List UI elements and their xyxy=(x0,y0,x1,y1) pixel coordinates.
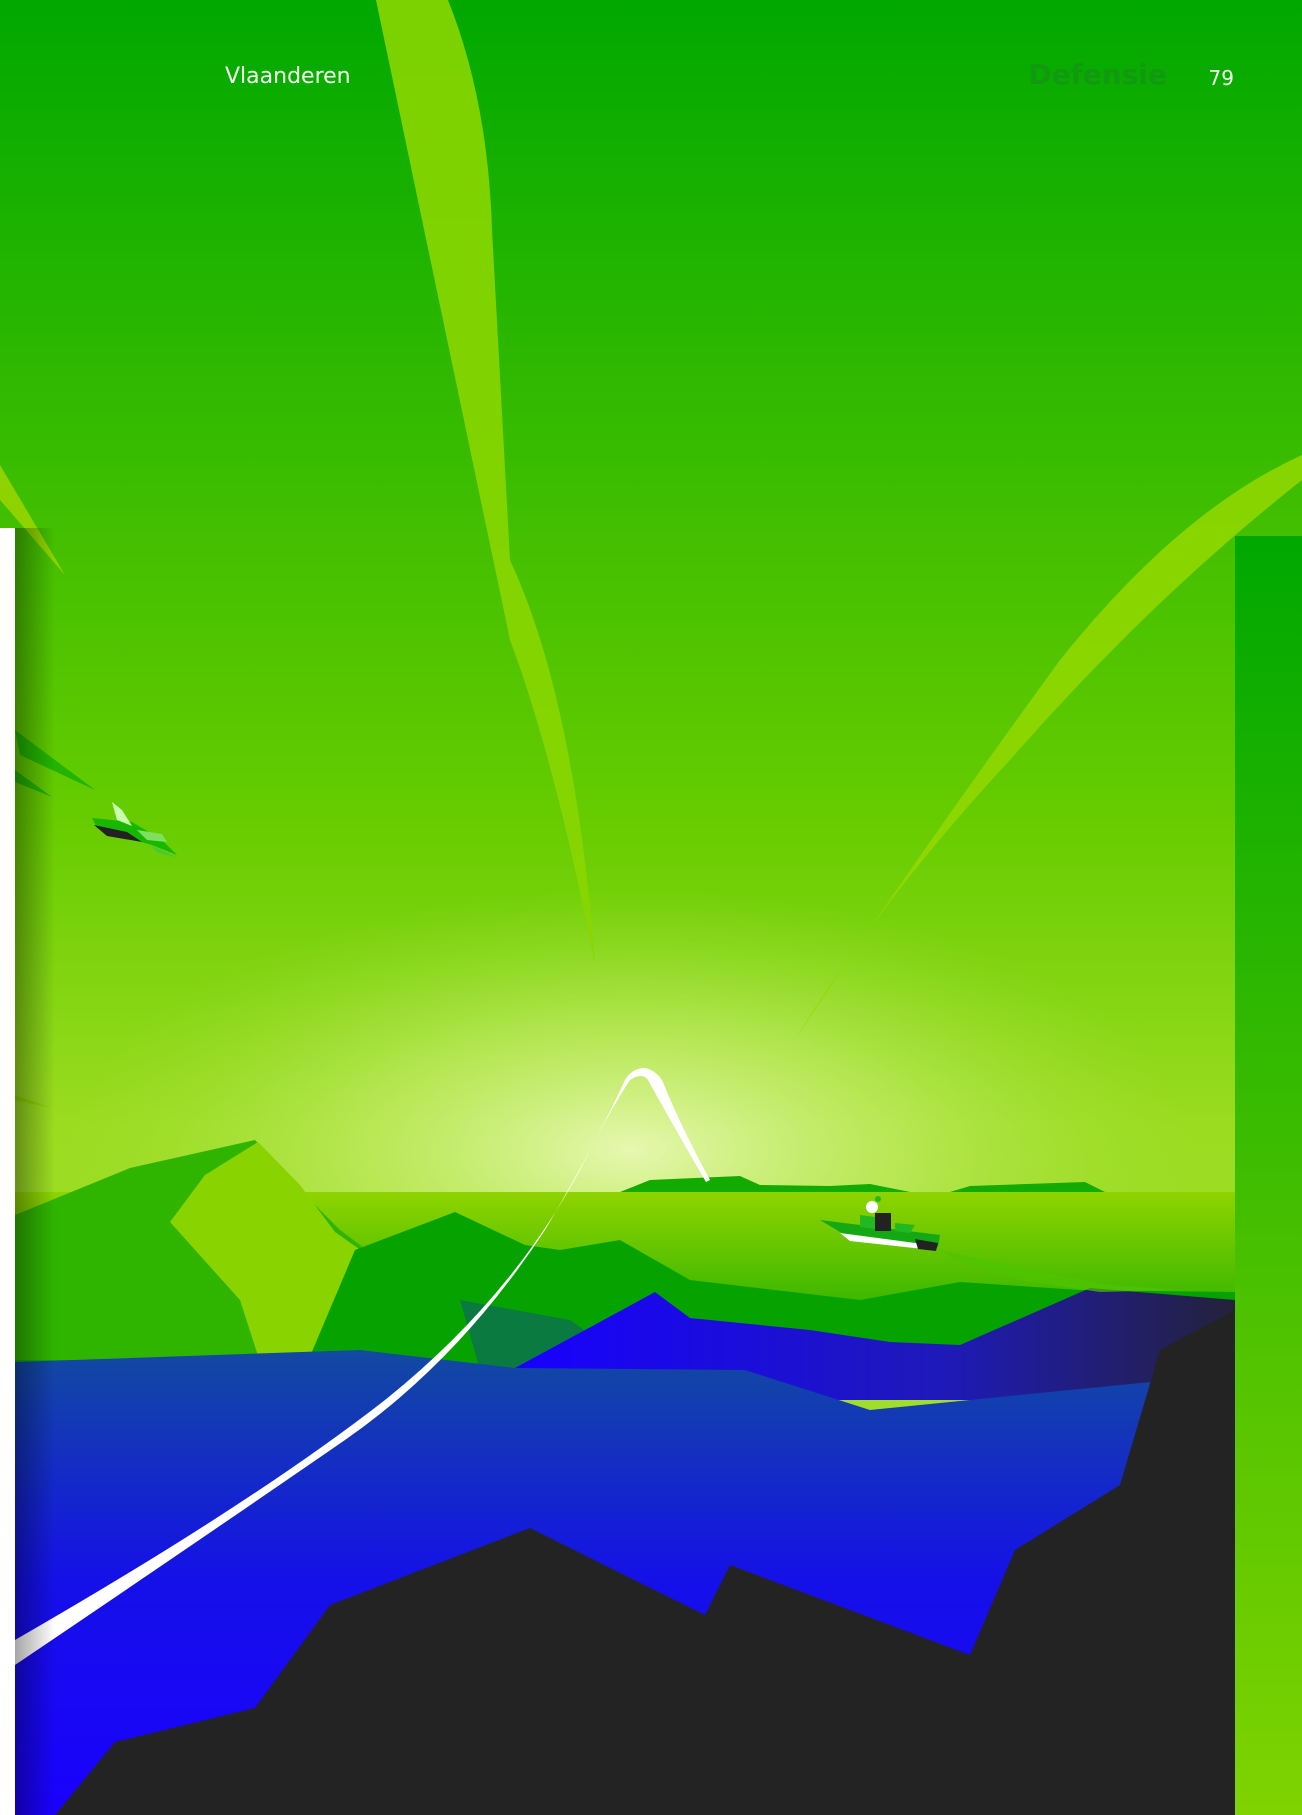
region-label: Vlaanderen xyxy=(225,64,351,89)
contrail-right xyxy=(795,455,1302,1040)
left-edge-shadow xyxy=(15,528,55,1815)
frigate xyxy=(820,1196,940,1251)
section-title: Defensie xyxy=(1028,58,1167,91)
contrail-main xyxy=(376,0,595,965)
page-number: 79 xyxy=(1208,66,1234,90)
ship-wake xyxy=(940,1250,1180,1292)
rock-right xyxy=(55,1310,1235,1815)
fighter-jet xyxy=(92,802,177,858)
missile-trail xyxy=(15,1068,710,1665)
far-islands-2 xyxy=(950,1182,1105,1192)
far-islands xyxy=(620,1176,910,1192)
left-page-edge xyxy=(0,528,15,1815)
right-panel xyxy=(1235,536,1302,1815)
